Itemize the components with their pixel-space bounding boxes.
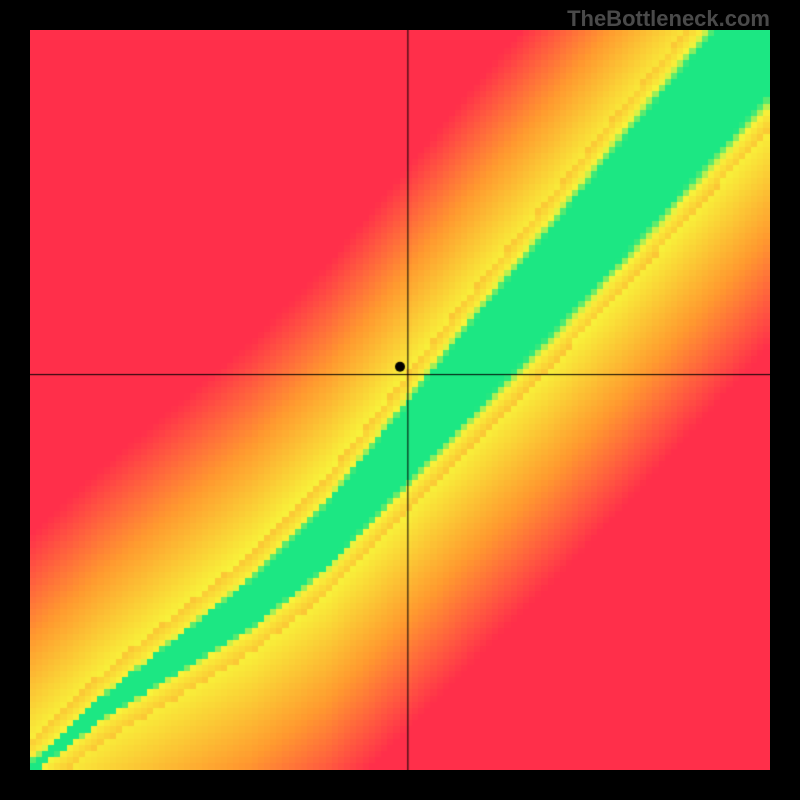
watermark-text: TheBottleneck.com	[567, 6, 770, 32]
bottleneck-heatmap-canvas	[30, 30, 770, 770]
chart-frame: TheBottleneck.com	[0, 0, 800, 800]
